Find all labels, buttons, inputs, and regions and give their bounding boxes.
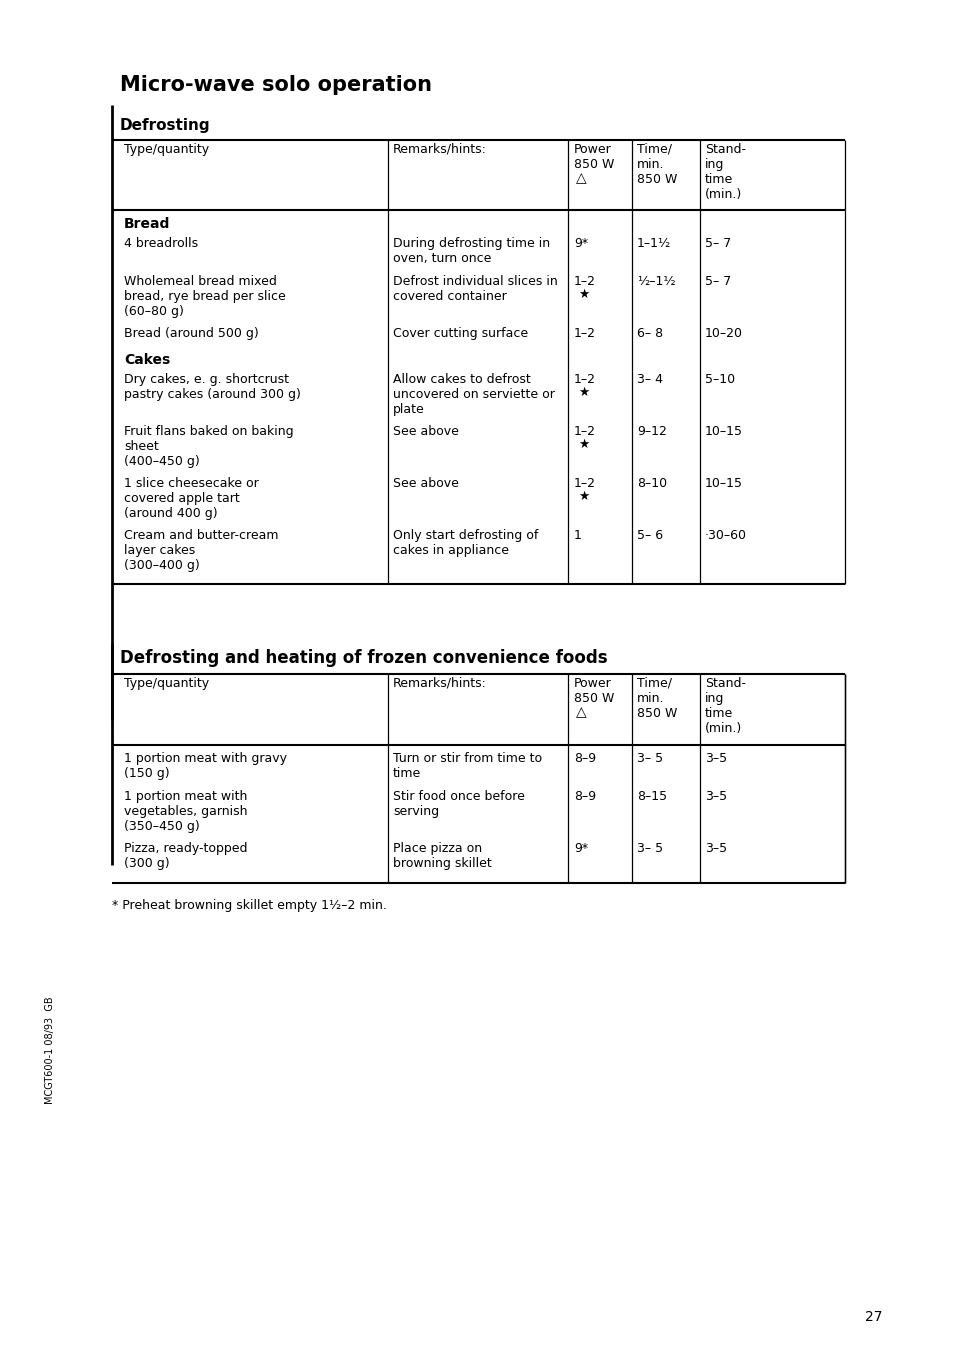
Text: Only start defrosting of
cakes in appliance: Only start defrosting of cakes in applia…: [393, 529, 537, 557]
Text: * Preheat browning skillet empty 1½–2 min.: * Preheat browning skillet empty 1½–2 mi…: [112, 898, 387, 912]
Text: 9*: 9*: [574, 237, 587, 250]
Text: 3– 5: 3– 5: [637, 751, 662, 765]
Text: Turn or stir from time to
time: Turn or stir from time to time: [393, 751, 541, 780]
Text: 3–5: 3–5: [704, 751, 726, 765]
Text: 5– 7: 5– 7: [704, 237, 731, 250]
Text: 3– 4: 3– 4: [637, 374, 662, 386]
Text: Power
850 W: Power 850 W: [574, 677, 614, 706]
Text: 6– 8: 6– 8: [637, 326, 662, 340]
Text: Defrosting and heating of frozen convenience foods: Defrosting and heating of frozen conveni…: [120, 649, 607, 666]
Text: ·30–60: ·30–60: [704, 529, 746, 542]
Text: MCGT600-1 08/93  GB: MCGT600-1 08/93 GB: [45, 996, 55, 1103]
Text: ½–1½: ½–1½: [637, 275, 675, 287]
Text: 8–9: 8–9: [574, 791, 596, 803]
Text: △: △: [576, 706, 586, 719]
Text: Cakes: Cakes: [124, 353, 170, 367]
Text: Pizza, ready-topped
(300 g): Pizza, ready-topped (300 g): [124, 842, 247, 870]
Text: Wholemeal bread mixed
bread, rye bread per slice
(60–80 g): Wholemeal bread mixed bread, rye bread p…: [124, 275, 286, 318]
Text: Defrost individual slices in
covered container: Defrost individual slices in covered con…: [393, 275, 558, 304]
Text: Allow cakes to defrost
uncovered on serviette or
plate: Allow cakes to defrost uncovered on serv…: [393, 374, 555, 415]
Text: Time/
min.
850 W: Time/ min. 850 W: [637, 677, 677, 720]
Text: 10–15: 10–15: [704, 425, 742, 438]
Text: Bread: Bread: [124, 217, 171, 231]
Text: 1 slice cheesecake or
covered apple tart
(around 400 g): 1 slice cheesecake or covered apple tart…: [124, 478, 258, 519]
Text: 4 breadrolls: 4 breadrolls: [124, 237, 198, 250]
Text: Remarks/hints:: Remarks/hints:: [393, 143, 486, 156]
Text: Type/quantity: Type/quantity: [124, 143, 209, 156]
Text: 27: 27: [864, 1310, 882, 1323]
Text: Cover cutting surface: Cover cutting surface: [393, 326, 528, 340]
Text: ★: ★: [578, 386, 589, 399]
Text: See above: See above: [393, 478, 458, 490]
Text: ★: ★: [578, 490, 589, 503]
Text: 3–5: 3–5: [704, 791, 726, 803]
Text: 8–10: 8–10: [637, 478, 666, 490]
Text: 1–2: 1–2: [574, 326, 596, 340]
Text: 10–20: 10–20: [704, 326, 742, 340]
Text: 1 portion meat with
vegetables, garnish
(350–450 g): 1 portion meat with vegetables, garnish …: [124, 791, 247, 832]
Text: ★: ★: [578, 287, 589, 301]
Text: See above: See above: [393, 425, 458, 438]
Text: Place pizza on
browning skillet: Place pizza on browning skillet: [393, 842, 491, 870]
Text: 1–2: 1–2: [574, 374, 596, 386]
Text: 8–15: 8–15: [637, 791, 666, 803]
Text: Dry cakes, e. g. shortcrust
pastry cakes (around 300 g): Dry cakes, e. g. shortcrust pastry cakes…: [124, 374, 300, 401]
Text: 9*: 9*: [574, 842, 587, 855]
Text: Time/
min.
850 W: Time/ min. 850 W: [637, 143, 677, 186]
Text: 5–10: 5–10: [704, 374, 735, 386]
Text: Micro-wave solo operation: Micro-wave solo operation: [120, 76, 432, 94]
Text: 10–15: 10–15: [704, 478, 742, 490]
Text: 5– 6: 5– 6: [637, 529, 662, 542]
Text: 5– 7: 5– 7: [704, 275, 731, 287]
Text: Stand-
ing
time
(min.): Stand- ing time (min.): [704, 143, 745, 201]
Text: Cream and butter-cream
layer cakes
(300–400 g): Cream and butter-cream layer cakes (300–…: [124, 529, 278, 572]
Text: 3–5: 3–5: [704, 842, 726, 855]
Text: Power
850 W: Power 850 W: [574, 143, 614, 171]
Text: 9–12: 9–12: [637, 425, 666, 438]
Text: Remarks/hints:: Remarks/hints:: [393, 677, 486, 689]
Text: ★: ★: [578, 438, 589, 451]
Text: 3– 5: 3– 5: [637, 842, 662, 855]
Text: Fruit flans baked on baking
sheet
(400–450 g): Fruit flans baked on baking sheet (400–4…: [124, 425, 294, 468]
Text: 1: 1: [574, 529, 581, 542]
Text: 1–2: 1–2: [574, 425, 596, 438]
Text: 8–9: 8–9: [574, 751, 596, 765]
Text: △: △: [576, 171, 586, 185]
Text: Stand-
ing
time
(min.): Stand- ing time (min.): [704, 677, 745, 735]
Text: 1–2: 1–2: [574, 275, 596, 287]
Text: 1–2: 1–2: [574, 478, 596, 490]
Text: During defrosting time in
oven, turn once: During defrosting time in oven, turn onc…: [393, 237, 550, 264]
Text: 1–1½: 1–1½: [637, 237, 671, 250]
Text: Defrosting: Defrosting: [120, 117, 211, 134]
Text: Bread (around 500 g): Bread (around 500 g): [124, 326, 258, 340]
Text: 1 portion meat with gravy
(150 g): 1 portion meat with gravy (150 g): [124, 751, 287, 780]
Text: Type/quantity: Type/quantity: [124, 677, 209, 689]
Text: Stir food once before
serving: Stir food once before serving: [393, 791, 524, 817]
